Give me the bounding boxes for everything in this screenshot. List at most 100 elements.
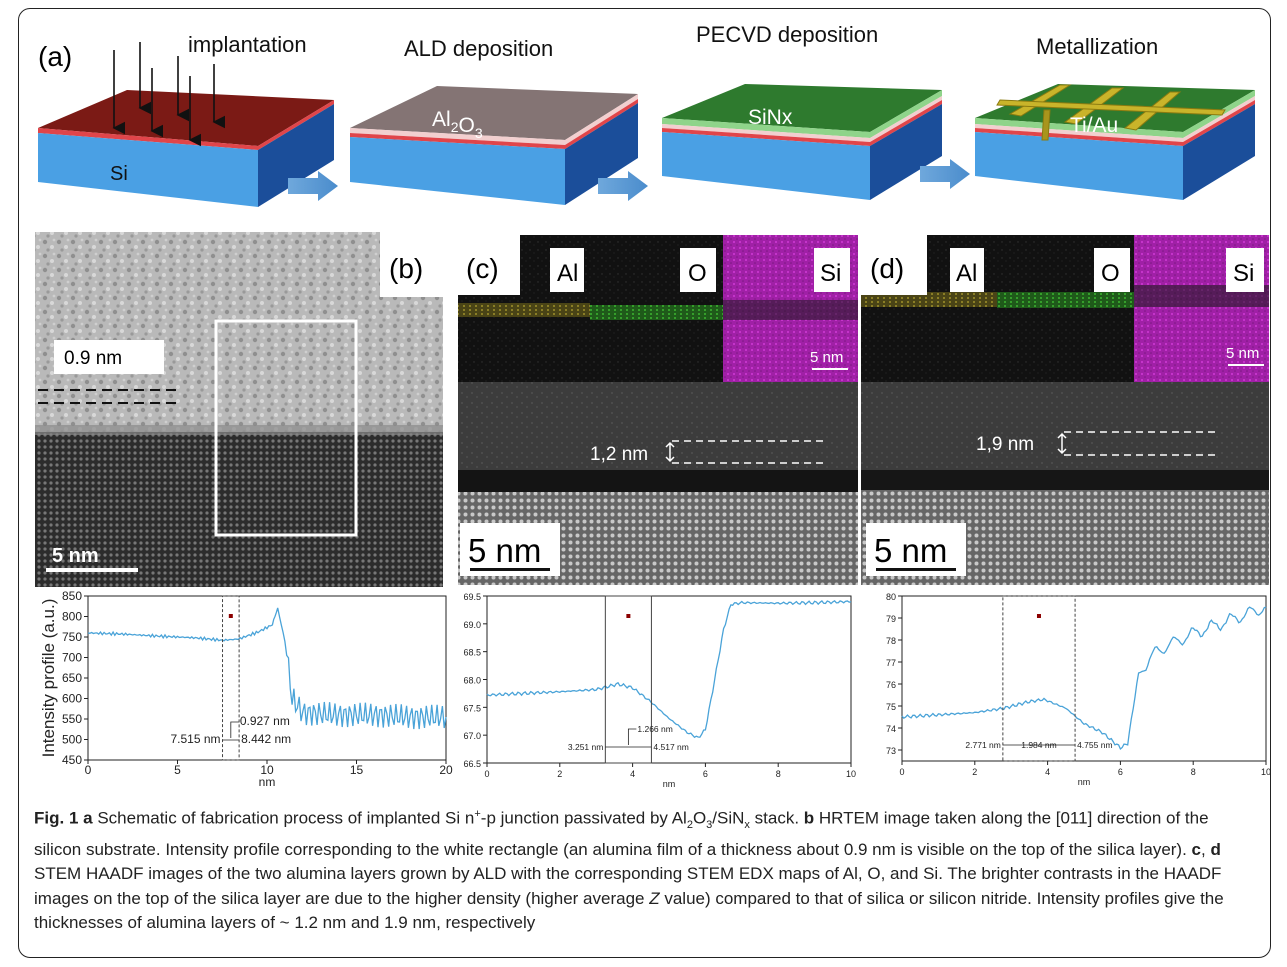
measure-left-label: 3.251 nm — [568, 742, 603, 752]
caption-b-text: HRTEM image taken along the [011] direct… — [34, 808, 1209, 859]
panel-d-map-al: Al — [956, 260, 977, 287]
x-axis-label: nm — [259, 775, 276, 789]
y-tick-label: 76 — [886, 680, 896, 690]
x-tick-label: 2 — [972, 767, 977, 777]
caption-a-sub3: x — [744, 819, 750, 832]
caption-a-text-3: O — [692, 808, 707, 828]
caption-a-sub2: 3 — [706, 819, 713, 832]
x-tick-label: 2 — [557, 769, 562, 779]
x-axis-label: nm — [663, 779, 676, 789]
measure-width-label: 0.927 nm — [240, 714, 290, 728]
panel-c-image: (c) Al O Si 5 nm 1,2 nm 5 nm — [458, 235, 858, 585]
figure-caption: Fig. 1 a Schematic of fabrication proces… — [34, 802, 1259, 936]
x-tick-label: 20 — [439, 763, 453, 777]
caption-a-text-1: Schematic of fabrication process of impl… — [92, 808, 475, 828]
x-tick-label: 0 — [899, 767, 904, 777]
panel-c-label: (c) — [466, 253, 499, 284]
caption-a-text-2: -p junction passivated by Al — [480, 808, 687, 828]
panel-c-map-o: O — [688, 260, 707, 287]
y-tick-label: 66.5 — [463, 759, 481, 769]
series-line — [87, 607, 447, 730]
x-tick-label: 6 — [1118, 767, 1123, 777]
y-tick-label: 850 — [62, 589, 82, 603]
panel-d-map-scalebar-label: 5 nm — [1226, 345, 1259, 362]
chart-intensity-b: 0 5 10 15 20 450 500 550 600 650 700 750 800 850 nm Int… — [39, 589, 453, 789]
measure-width-label: 1.984 nm — [1021, 740, 1056, 750]
x-tick-label: 15 — [350, 763, 364, 777]
measure-left-label: 7.515 nm — [170, 732, 220, 746]
panel-b-scalebar-label: 5 nm — [52, 545, 99, 567]
y-tick-label: 77 — [886, 658, 896, 668]
x-tick-label: 6 — [703, 769, 708, 779]
panel-d-map-si: Si — [1233, 260, 1254, 287]
plot-area — [901, 595, 1267, 762]
x-tick-label: 8 — [1191, 767, 1196, 777]
x-tick-label: 0 — [85, 763, 92, 777]
caption-a-letter: a — [83, 808, 93, 828]
caption-fig: Fig. 1 — [34, 808, 79, 828]
measure-left-label: 2.771 nm — [965, 740, 1000, 750]
caption-d-text-1: STEM HAADF images of the two alumina lay… — [34, 864, 1222, 908]
measure-right-label: 8.442 nm — [241, 732, 291, 746]
y-tick-label: 73 — [886, 746, 896, 756]
caption-c-letter: c — [1191, 839, 1202, 859]
y-tick-label: 68.0 — [463, 676, 481, 686]
panel-c-map-scalebar-label: 5 nm — [810, 349, 843, 366]
panel-d-image: (d) Al O Si 5 nm 1,9 nm 5 nm — [861, 235, 1269, 585]
measure-right-label: 4.517 nm — [653, 742, 688, 752]
y-tick-label: 75 — [886, 702, 896, 712]
y-tick-label: 600 — [62, 692, 82, 706]
panel-a-label: (a) — [38, 41, 72, 72]
panel-c-scalebar-label: 5 nm — [468, 532, 541, 569]
measure-right-label: 4.755 nm — [1077, 740, 1112, 750]
x-tick-label: 8 — [776, 769, 781, 779]
panel-b-scalebar — [46, 568, 138, 572]
process-arrow-1 — [288, 171, 338, 201]
panel-b-thickness-label: 0.9 nm — [64, 348, 122, 369]
measure-width-label: 1.266 nm — [637, 724, 672, 734]
roi-rectangle — [214, 319, 358, 537]
step-title-ald: ALD deposition — [404, 36, 553, 61]
chart-intensity-d: 0 2 4 6 8 10 73 74 75 76 77 78 79 80 nm 2.771 nm 4.755 n… — [886, 592, 1271, 787]
y-tick-label: 550 — [62, 712, 82, 726]
x-tick-label: 4 — [1045, 767, 1050, 777]
y-tick-label: 80 — [886, 592, 896, 602]
process-arrow-3 — [920, 159, 970, 189]
block-pecvd-label: SiNx — [748, 106, 793, 129]
caption-a-sub1: 2 — [686, 819, 693, 832]
block-pecvd: SiNx PECVD deposition — [662, 22, 942, 200]
panel-d-scalebar-label: 5 nm — [874, 532, 947, 569]
panel-c-map-si: Si — [820, 260, 841, 287]
block-implantation: Si implantation — [38, 32, 334, 207]
x-tick-label: 10 — [260, 763, 274, 777]
y-tick-label: 74 — [886, 724, 896, 734]
measure-handle — [228, 614, 233, 618]
caption-d-letter: d — [1210, 839, 1221, 859]
caption-d-text-2: value) compared to that of silica or sil… — [34, 888, 1224, 933]
x-tick-label: 10 — [846, 769, 856, 779]
panel-d-thickness-label: 1,9 nm — [976, 434, 1034, 455]
y-tick-label: 78 — [886, 636, 896, 646]
block-implantation-label: Si — [110, 163, 128, 185]
y-tick-label: 68.5 — [463, 648, 481, 658]
step-title-implantation: implantation — [188, 32, 307, 57]
process-arrow-2 — [598, 171, 648, 201]
y-tick-label: 450 — [62, 753, 82, 767]
y-tick-label: 800 — [62, 610, 82, 624]
measure-handle — [1036, 614, 1041, 618]
x-tick-label: 0 — [484, 769, 489, 779]
y-tick-label: 69.0 — [463, 620, 481, 630]
y-tick-label: 650 — [62, 671, 82, 685]
panel-d-label: (d) — [870, 253, 904, 284]
x-tick-label: 5 — [174, 763, 181, 777]
y-tick-label: 750 — [62, 630, 82, 644]
caption-cd-sep: , — [1201, 839, 1211, 859]
y-tick-label: 67.5 — [463, 703, 481, 713]
step-title-metallization: Metallization — [1036, 34, 1158, 59]
panel-c-map-al: Al — [557, 260, 578, 287]
y-tick-label: 69.5 — [463, 592, 481, 602]
caption-a-text-5: stack. — [749, 808, 804, 828]
x-tick-label: 10 — [1261, 767, 1271, 777]
measure-handle — [626, 614, 631, 618]
